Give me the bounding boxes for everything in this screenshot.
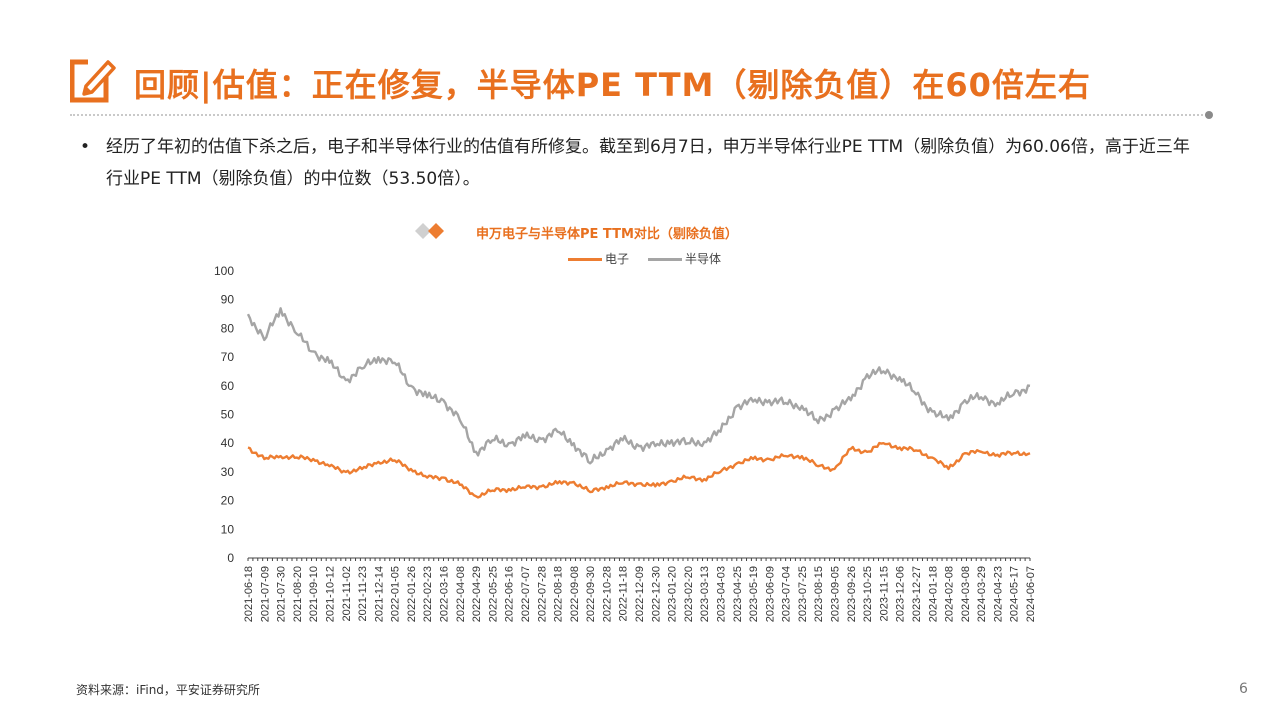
x-tick-label: 2023-03-13 [699,566,711,622]
x-tick-label: 2021-10-12 [324,566,336,622]
x-tick-label: 2021-11-02 [341,566,353,621]
y-tick-label: 10 [221,522,235,536]
x-tick-label: 2024-03-08 [960,566,972,622]
x-tick-label: 2022-01-26 [406,566,418,622]
x-tick-label: 2022-12-30 [650,566,662,622]
x-tick-label: 2022-07-07 [520,566,532,622]
y-tick-label: 90 [221,293,235,307]
legend-label-semis: 半导体 [685,252,722,266]
x-tick-label: 2022-12-09 [634,566,646,622]
bullet-point: • 经历了年初的估值下杀之后，电子和半导体行业的估值有所修复。截至到6月7日，申… [80,131,1200,195]
x-tick-label: 2021-12-14 [373,566,385,622]
y-tick-label: 50 [221,408,235,422]
page-number: 6 [1239,681,1248,697]
x-tick-label: 2023-04-03 [715,566,727,622]
x-tick-label: 2023-09-05 [830,566,842,622]
x-tick-label: 2022-10-28 [601,566,613,622]
bullet-dot: • [80,137,91,157]
divider-end-dot [1205,111,1213,119]
x-tick-label: 2023-12-06 [895,566,907,622]
legend-item-semis: 半导体 [648,250,721,267]
x-tick-label: 2024-02-08 [944,566,956,622]
x-tick-label: 2022-04-29 [471,566,483,622]
x-tick-label: 2022-08-18 [553,566,565,622]
x-tick-label: 2023-04-25 [732,566,744,622]
y-tick-label: 30 [221,465,235,479]
x-tick-label: 2023-09-26 [846,566,858,622]
x-tick-label: 2024-04-23 [992,566,1004,622]
page-title: 回顾|估值：正在修复，半导体PE TTM（剔除负值）在60倍左右 [134,66,1091,104]
x-tick-label: 2024-05-17 [1009,566,1021,622]
y-tick-label: 0 [227,551,234,565]
x-tick-label: 2022-01-05 [390,566,402,622]
bullet-text: 经历了年初的估值下杀之后，电子和半导体行业的估值有所修复。截至到6月7日，申万半… [106,137,1190,189]
x-tick-label: 2023-02-20 [683,566,695,622]
legend-swatch-semis [648,258,682,261]
x-tick-label: 2022-09-08 [569,566,581,622]
title-divider [70,114,1210,116]
y-tick-label: 100 [214,264,234,278]
x-tick-label: 2023-10-25 [862,566,874,622]
x-tick-label: 2023-12-27 [911,566,923,622]
x-tick-label: 2021-06-18 [243,566,255,622]
y-tick-label: 70 [221,350,235,364]
x-tick-label: 2022-02-23 [422,566,434,622]
x-tick-label: 2021-07-09 [259,566,271,622]
source-note: 资料来源：iFind，平安证券研究所 [76,683,260,697]
y-tick-label: 20 [221,494,235,508]
x-tick-label: 2021-11-23 [357,566,369,621]
series-line-semis [246,307,1031,465]
x-tick-label: 2021-07-30 [276,566,288,622]
x-tick-label: 2023-06-09 [764,566,776,622]
legend-label-electronics: 电子 [605,252,630,266]
x-tick-label: 2021-09-10 [308,566,320,622]
x-tick-label: 2022-05-25 [487,566,499,622]
x-tick-label: 2023-05-19 [748,566,760,622]
x-tick-label: 2024-06-07 [1025,566,1037,622]
series-line-electronics [247,441,1031,499]
x-tick-label: 2021-08-20 [292,566,304,622]
x-tick-label: 2022-07-28 [536,566,548,622]
x-tick-label: 2023-07-25 [797,566,809,622]
x-tick-label: 2023-01-20 [667,566,679,622]
edit-pencil-icon [70,58,118,103]
x-tick-label: 2022-06-16 [504,566,516,622]
chart-title: 申万电子与半导体PE TTM对比（剔除负值） [476,227,738,242]
x-tick-label: 2024-01-18 [927,566,939,622]
y-tick-label: 60 [221,379,235,393]
diamond-marker-icon [415,223,444,239]
legend-swatch-electronics [568,258,602,261]
y-tick-label: 80 [221,321,235,335]
x-tick-label: 2022-09-30 [585,566,597,622]
x-tick-label: 2024-03-29 [976,566,988,622]
y-tick-label: 40 [221,436,235,450]
legend-item-electronics: 电子 [568,250,629,267]
x-tick-label: 2023-08-15 [813,566,825,622]
x-tick-label: 2022-11-18 [618,566,630,621]
x-tick-label: 2022-04-08 [455,566,467,622]
x-tick-label: 2022-03-16 [439,566,451,622]
pe-line-chart: 0 10 20 30 40 50 60 70 80 90 100 2021-06-18 2021-07-… [214,264,1037,622]
x-tick-label: 2023-07-04 [781,566,793,622]
x-tick-label: 2023-11-15 [878,566,890,621]
